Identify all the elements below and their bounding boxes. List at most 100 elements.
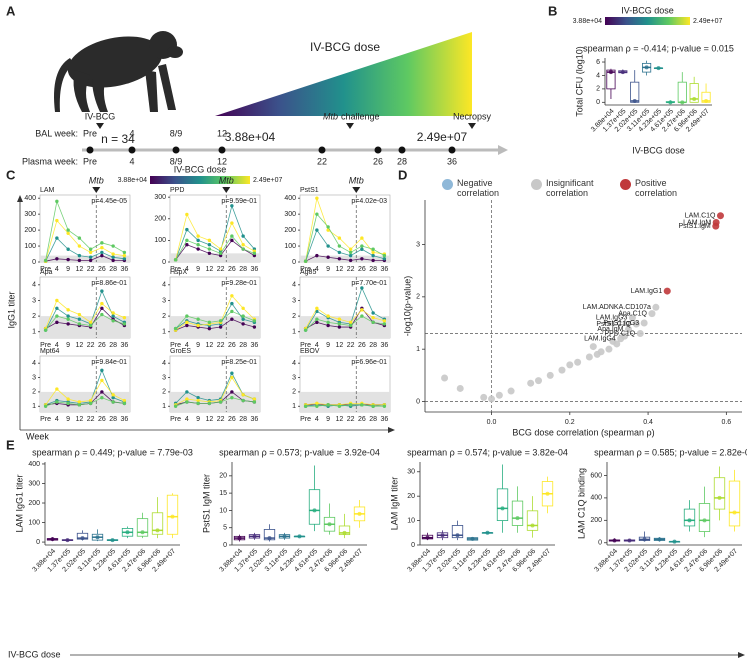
y-tick-label: 0	[162, 259, 166, 266]
p-value: p=9.28e-01	[221, 280, 257, 287]
box	[728, 480, 741, 527]
x-tick-label: 36	[120, 342, 128, 349]
y-tick-label: 300	[284, 211, 296, 218]
x-tick-label: 4	[315, 342, 319, 349]
series-point	[55, 306, 59, 310]
series-line	[45, 299, 125, 329]
y-tick-label: 100	[284, 243, 296, 250]
x-tick-label: Pre	[300, 342, 311, 349]
x-tick-label: 9	[326, 342, 330, 349]
median-point	[357, 511, 362, 516]
median-point	[672, 539, 677, 544]
series-point	[207, 247, 212, 251]
series-point	[122, 253, 127, 258]
median-point	[155, 528, 160, 533]
series-point	[88, 398, 93, 403]
series-point	[88, 250, 93, 255]
y-tick-label: 3	[162, 297, 166, 304]
threshold-band	[300, 255, 390, 262]
timeline-dot	[172, 146, 180, 154]
y-axis-label: LAM IgM titer	[389, 477, 399, 531]
y-tick-label: 3	[32, 374, 36, 381]
median-point	[425, 535, 430, 540]
series-point	[230, 390, 234, 394]
x-tick-label: 9	[326, 416, 330, 423]
series-point	[100, 289, 104, 293]
series-point	[196, 243, 200, 247]
series-point	[55, 387, 59, 391]
series-point	[55, 298, 59, 303]
series-point	[241, 234, 245, 238]
series-point	[337, 322, 342, 326]
point-label: PPD.C1Q	[605, 330, 636, 337]
series-point	[348, 403, 353, 407]
week-label: 4	[129, 156, 134, 166]
series-point	[88, 255, 93, 259]
series-point	[337, 257, 342, 261]
event-label: IV-BCG	[85, 111, 116, 121]
scatter-point	[534, 377, 542, 385]
y-tick-label: 15	[219, 490, 227, 497]
series-point	[371, 250, 375, 255]
median-point	[470, 536, 475, 541]
median-point	[515, 516, 520, 521]
series-point	[371, 258, 375, 263]
series-point	[348, 253, 353, 258]
x-tick-label: 9	[196, 416, 200, 423]
plot-frame	[299, 194, 391, 263]
median-point	[642, 537, 647, 542]
box	[136, 518, 149, 537]
x-tick-label: 28	[239, 266, 247, 273]
x-tick-label: Pre	[40, 266, 51, 273]
series-line	[45, 237, 125, 262]
series-point	[337, 236, 342, 240]
series-point	[207, 326, 212, 331]
series-point	[196, 234, 200, 238]
point-label: LAM.ADNKA.CD107a	[583, 304, 651, 311]
median-point	[282, 534, 287, 539]
series-line	[45, 219, 125, 262]
series-point	[360, 244, 364, 248]
series-line	[305, 229, 385, 262]
chart-title: EBOV	[300, 348, 320, 355]
series-line	[305, 286, 385, 331]
p-value: p=4.45e-05	[91, 198, 127, 205]
y-tick-label: 10	[407, 517, 415, 524]
series-point	[315, 253, 319, 258]
colorbar-title: IV-BCG dose	[621, 5, 674, 15]
n-label: n = 34	[101, 132, 135, 146]
series-point	[315, 212, 319, 216]
series-line	[175, 318, 255, 331]
y-tick-label: 4	[32, 282, 36, 289]
dose-label: 3.88e+04	[225, 130, 276, 144]
median-point	[612, 538, 617, 543]
challenge-label: Mtb	[349, 175, 364, 185]
series-point	[326, 323, 330, 328]
median-point	[237, 536, 242, 541]
scatter-point	[558, 366, 566, 374]
series-point	[185, 390, 189, 394]
series-point	[360, 257, 364, 261]
x-tick-label: 22	[347, 266, 355, 273]
y-axis-label: LAM IgG1 titer	[14, 474, 24, 532]
y-tick-label: 1	[416, 346, 420, 353]
median-point	[545, 491, 550, 496]
series-line	[305, 255, 385, 262]
series-point	[382, 257, 387, 261]
median-point	[530, 523, 535, 528]
median-point	[632, 98, 637, 103]
series-point	[111, 314, 115, 318]
y-tick-label: 400	[24, 195, 36, 202]
point-label: LAM.IgG3	[596, 315, 628, 322]
scatter-point	[507, 387, 515, 395]
y-tick-label: 1	[292, 329, 296, 336]
x-tick-label: 28	[109, 342, 117, 349]
y-tick-label: 2	[162, 389, 166, 396]
y-tick-label: 4	[32, 360, 36, 367]
series-point	[66, 401, 70, 406]
x-tick-label: Pre	[170, 342, 181, 349]
y-tick-label: 100	[154, 237, 166, 244]
week-label: 8/9	[170, 128, 183, 138]
x-arrow-head	[388, 427, 395, 433]
series-point	[66, 231, 70, 235]
